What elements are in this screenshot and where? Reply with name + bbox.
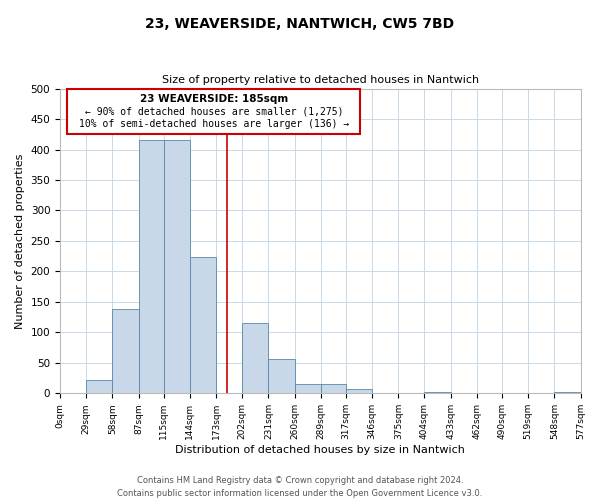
Bar xyxy=(346,389,372,394)
Bar xyxy=(268,358,295,394)
Bar xyxy=(554,392,581,394)
Text: 10% of semi-detached houses are larger (136) →: 10% of semi-detached houses are larger (… xyxy=(79,119,349,129)
Bar xyxy=(424,392,451,394)
Text: 23, WEAVERSIDE, NANTWICH, CW5 7BD: 23, WEAVERSIDE, NANTWICH, CW5 7BD xyxy=(145,18,455,32)
Text: 23 WEAVERSIDE: 185sqm: 23 WEAVERSIDE: 185sqm xyxy=(140,94,288,104)
Text: ← 90% of detached houses are smaller (1,275): ← 90% of detached houses are smaller (1,… xyxy=(85,106,343,117)
X-axis label: Distribution of detached houses by size in Nantwich: Distribution of detached houses by size … xyxy=(175,445,465,455)
Text: Contains HM Land Registry data © Crown copyright and database right 2024.
Contai: Contains HM Land Registry data © Crown c… xyxy=(118,476,482,498)
Title: Size of property relative to detached houses in Nantwich: Size of property relative to detached ho… xyxy=(162,75,479,85)
Bar xyxy=(242,323,268,394)
Bar xyxy=(112,308,139,394)
Bar xyxy=(295,384,321,394)
Bar xyxy=(190,257,216,394)
Bar xyxy=(139,140,164,394)
Bar xyxy=(86,380,112,394)
Y-axis label: Number of detached properties: Number of detached properties xyxy=(15,154,25,328)
Bar xyxy=(321,384,346,394)
Bar xyxy=(164,140,190,394)
FancyBboxPatch shape xyxy=(67,88,361,134)
